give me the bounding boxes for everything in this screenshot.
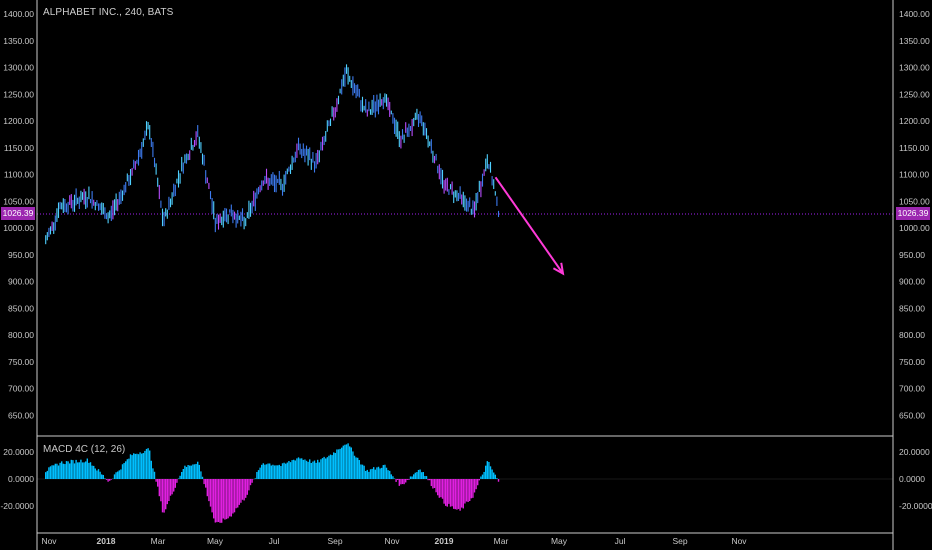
price-tick-label-left: 700.00	[8, 384, 34, 394]
time-tick-label: Mar	[151, 536, 166, 546]
price-tick-label-right: 650.00	[899, 411, 925, 421]
time-tick-label: Jul	[615, 536, 626, 546]
price-tick-label-left: 1100.00	[4, 170, 34, 180]
time-tick-label: 2019	[435, 536, 454, 546]
price-tick-label-right: 1200.00	[899, 116, 930, 126]
price-tick-label-right: 800.00	[899, 330, 925, 340]
price-tick-label-right: 1400.00	[899, 9, 930, 19]
price-tick-label-left: 1400.00	[3, 9, 34, 19]
price-tick-label-right: 1050.00	[899, 196, 930, 206]
price-tick-label-left: 900.00	[8, 277, 34, 287]
current-price-tag-left: 1026.39	[1, 207, 35, 220]
price-tick-label-left: 800.00	[8, 330, 34, 340]
chart-title: ALPHABET INC., 240, BATS	[43, 7, 174, 18]
time-tick-label: May	[207, 536, 224, 546]
macd-pane[interactable]	[37, 443, 893, 523]
price-tick-label-left: 950.00	[8, 250, 34, 260]
price-pane[interactable]	[37, 64, 893, 276]
time-tick-label: Nov	[731, 536, 747, 546]
macd-tick-label-left: 0.0000	[8, 474, 34, 484]
time-tick-label: Sep	[327, 536, 342, 546]
forecast-arrow[interactable]	[494, 176, 564, 275]
macd-tick-label-right: 20.0000	[899, 447, 930, 457]
price-tick-label-left: 1150.00	[4, 143, 34, 153]
macd-tick-label-left: 20.0000	[3, 447, 34, 457]
time-tick-label: 2018	[97, 536, 116, 546]
macd-tick-label-right: -20.0000	[899, 501, 932, 511]
price-tick-label-right: 950.00	[899, 250, 925, 260]
price-tick-label-right: 700.00	[899, 384, 925, 394]
price-tick-label-right: 1250.00	[899, 89, 930, 99]
price-tick-label-left: 850.00	[8, 303, 34, 313]
time-tick-label: Nov	[384, 536, 400, 546]
price-tick-label-right: 1150.00	[899, 143, 929, 153]
price-tick-label-left: 1300.00	[3, 63, 34, 73]
price-tick-label-left: 1350.00	[3, 36, 34, 46]
price-tick-label-left: 1250.00	[3, 89, 34, 99]
time-tick-label: May	[551, 536, 568, 546]
time-tick-label: Mar	[494, 536, 509, 546]
price-tick-label-left: 650.00	[8, 411, 34, 421]
price-tick-label-right: 1000.00	[899, 223, 930, 233]
price-tick-label-left: 1000.00	[3, 223, 34, 233]
price-tick-label-right: 1350.00	[899, 36, 930, 46]
price-tick-label-right: 900.00	[899, 277, 925, 287]
time-tick-label: Sep	[672, 536, 687, 546]
price-tick-label-right: 850.00	[899, 303, 925, 313]
time-tick-label: Nov	[41, 536, 57, 546]
indicator-title: MACD 4C (12, 26)	[43, 444, 126, 455]
price-tick-label-left: 1200.00	[3, 116, 34, 126]
forecast-arrow-head	[552, 262, 565, 276]
time-tick-label: Jul	[269, 536, 280, 546]
price-tick-label-right: 750.00	[899, 357, 925, 367]
price-tick-label-left: 750.00	[8, 357, 34, 367]
price-tick-label-left: 1050.00	[3, 196, 34, 206]
current-price-tag-right: 1026.39	[896, 207, 930, 220]
price-tick-label-right: 1100.00	[899, 170, 929, 180]
price-tick-label-right: 1300.00	[899, 63, 930, 73]
macd-tick-label-right: 0.0000	[899, 474, 925, 484]
macd-tick-label-left: -20.0000	[0, 501, 34, 511]
